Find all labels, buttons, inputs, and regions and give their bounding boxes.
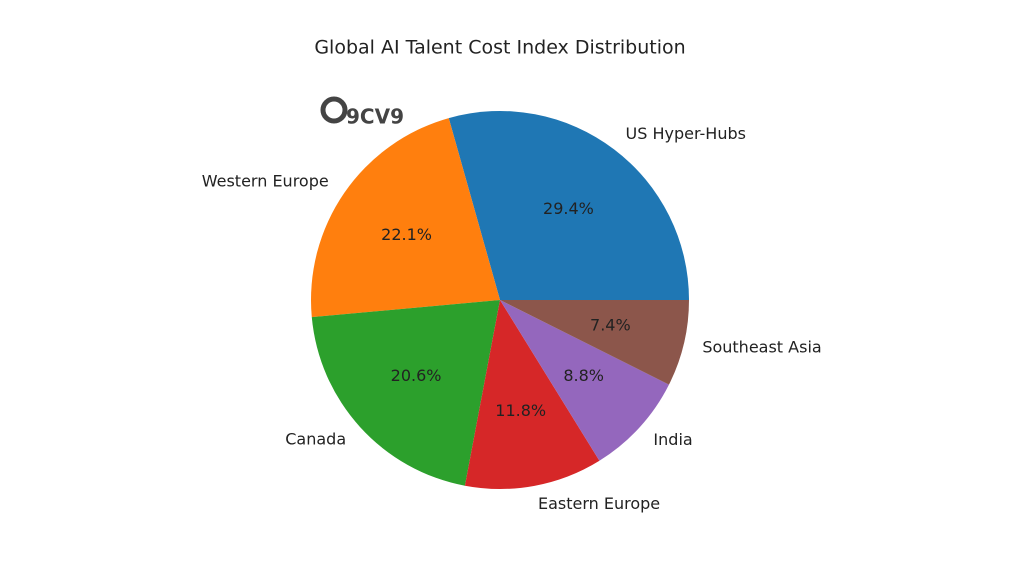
slice-label: Canada <box>285 429 346 448</box>
pie-slice <box>500 300 689 385</box>
percent-label: 29.4% <box>543 199 594 218</box>
slice-label: India <box>653 430 692 449</box>
slice-label: Southeast Asia <box>702 337 821 356</box>
logo-icon <box>320 96 348 124</box>
slice-label: US Hyper-Hubs <box>626 124 746 143</box>
percent-label: 7.4% <box>590 316 631 335</box>
watermark-logo: 9CV9 <box>320 96 404 129</box>
pie-slice <box>500 300 669 461</box>
percent-label: 11.8% <box>495 401 546 420</box>
pie-slice <box>311 118 500 318</box>
slice-label: Western Europe <box>202 172 329 191</box>
slice-label: Eastern Europe <box>538 494 660 513</box>
pie-slice <box>464 300 600 489</box>
percent-label: 8.8% <box>563 366 604 385</box>
chart-title: Global AI Talent Cost Index Distribution <box>314 37 685 59</box>
pie-slice <box>448 111 689 300</box>
watermark: 9CV9 <box>346 105 404 129</box>
percent-label: 20.6% <box>391 366 442 385</box>
percent-label: 22.1% <box>381 225 432 244</box>
pie-slice <box>311 300 500 486</box>
